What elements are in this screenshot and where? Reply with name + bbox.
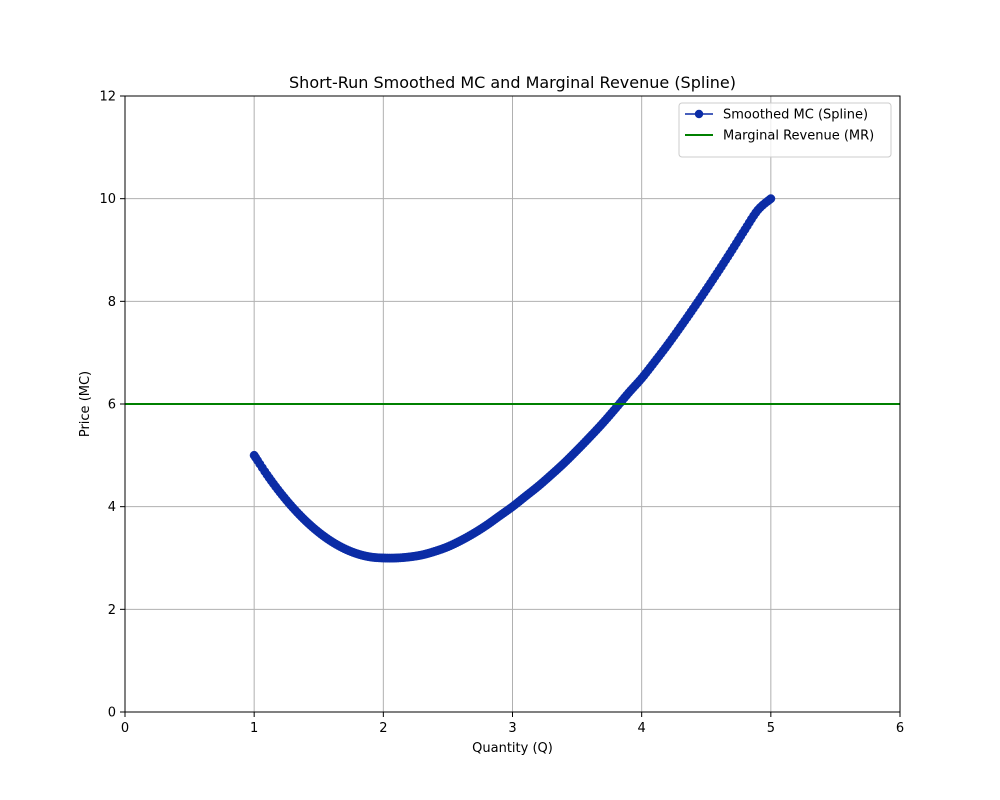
legend-label: Marginal Revenue (MR) (723, 129, 874, 144)
legend-swatch-marker (694, 109, 704, 119)
mc-point (766, 194, 776, 204)
chart-title: Short-Run Smoothed MC and Marginal Reven… (289, 73, 736, 92)
legend: Smoothed MC (Spline) Marginal Revenue (MR… (678, 102, 892, 158)
legend-entry: Smoothed MC (Spline) (685, 108, 868, 123)
y-tick-label: 4 (108, 500, 116, 515)
legend-label: Smoothed MC (Spline) (723, 108, 868, 123)
x-tick-label: 4 (638, 721, 646, 736)
x-tick-label: 5 (767, 721, 775, 736)
x-tick-label: 6 (896, 721, 904, 736)
legend-entry: Marginal Revenue (MR) (685, 129, 874, 144)
series-layer (125, 194, 900, 563)
y-tick-label: 0 (108, 706, 116, 721)
x-tick-label: 1 (250, 721, 258, 736)
legend-entries: Smoothed MC (Spline) Marginal Revenue (MR… (685, 108, 874, 144)
legend-box (678, 102, 892, 158)
x-tick-label: 3 (508, 721, 516, 736)
y-axis-title: Price (MC) (78, 371, 93, 437)
x-axis-title: Quantity (Q) (472, 741, 553, 756)
y-tick-label: 6 (108, 398, 116, 413)
y-tick-label: 10 (99, 192, 116, 207)
y-tick-label: 2 (108, 603, 116, 618)
x-tick-label: 0 (121, 721, 129, 736)
y-tick-label: 8 (108, 295, 116, 310)
y-tick-label: 12 (99, 90, 116, 105)
x-tick-label: 2 (379, 721, 387, 736)
